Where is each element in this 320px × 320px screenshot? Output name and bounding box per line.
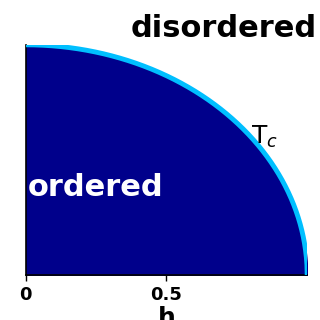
X-axis label: h: h [157, 306, 175, 320]
Text: ordered: ordered [28, 173, 164, 202]
Text: disordered: disordered [131, 14, 317, 43]
Text: T$_c$: T$_c$ [251, 124, 278, 150]
